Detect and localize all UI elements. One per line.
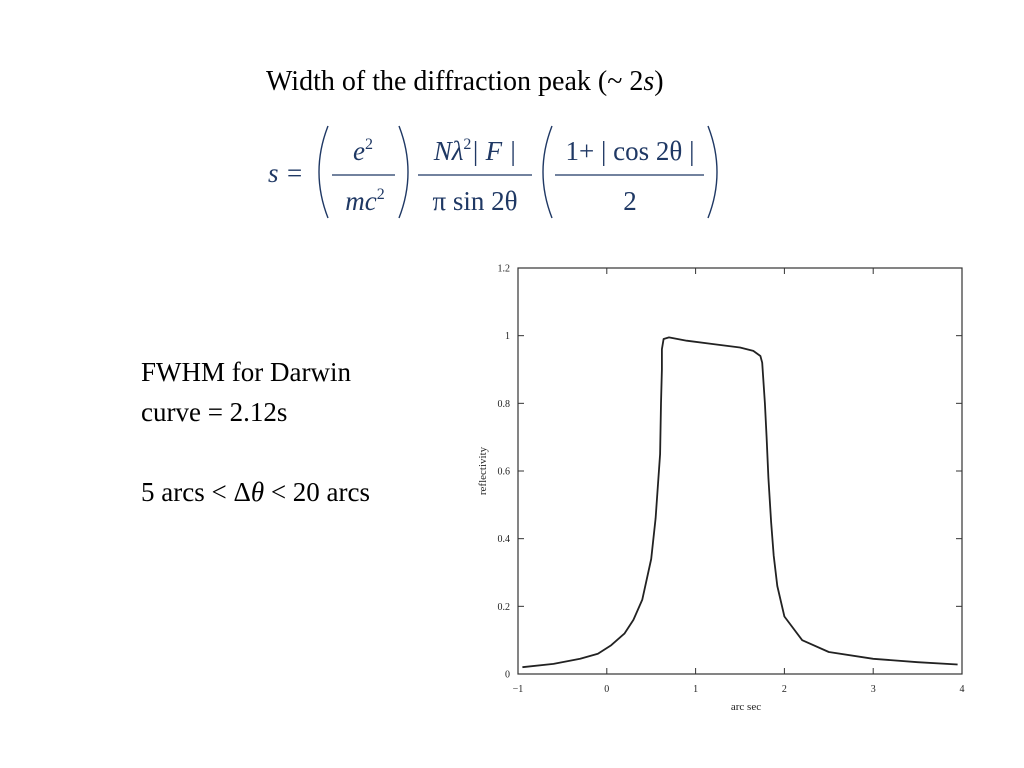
x-tick-label: 1 — [693, 684, 698, 695]
y-axis-label: reflectivity — [477, 446, 489, 495]
width-formula: s = e2 mc2 Nλ2| F | π sin 2θ 1+ | cos 2θ… — [268, 125, 718, 219]
denominator-mc-exponent: 2 — [377, 186, 385, 203]
x-tick-label: 2 — [782, 684, 787, 695]
fraction-3-numerator: 1+ | cos 2θ | — [566, 136, 695, 166]
plot-frame — [517, 267, 963, 675]
x-tick-label: −1 — [513, 684, 524, 695]
slide-title: Width of the diffraction peak (~ 2s) — [266, 64, 664, 100]
paren-1-left — [318, 125, 329, 219]
notes: FWHM for Darwin curve = 2.12s 5 arcs < Δ… — [141, 352, 370, 512]
x-tick-label: 3 — [871, 684, 876, 695]
paren-2-right — [707, 125, 718, 219]
fraction-2-denominator: π sin 2θ — [432, 186, 517, 216]
angle-range-right: < 20 arcs — [270, 477, 371, 507]
fwhm-line-2: curve = 2.12s — [141, 397, 288, 427]
lambda-exponent: 2 — [463, 136, 471, 153]
x-axis-ticks: −1 0 1 2 3 4 — [513, 268, 965, 695]
fraction-1-numerator: e2 — [353, 136, 373, 166]
y-tick-label: 0.8 — [498, 399, 511, 410]
fraction-1-denominator: mc2 — [345, 186, 384, 216]
title-prefix: Width of the diffraction peak (~ 2 — [266, 66, 644, 97]
notes-spacer — [141, 432, 370, 472]
numerator-e-exponent: 2 — [365, 136, 373, 153]
y-tick-label: 1 — [505, 331, 510, 342]
x-tick-label: 0 — [604, 684, 609, 695]
angle-range: 5 arcs < Δθ < 20 arcs — [141, 472, 370, 512]
paren-1-right — [398, 125, 409, 219]
y-tick-label: 1.2 — [498, 264, 511, 275]
structure-factor-abs: | F | — [471, 136, 516, 166]
y-tick-label: 0 — [505, 670, 510, 681]
title-suffix: ) — [654, 66, 664, 97]
numerator-e: e — [353, 136, 365, 166]
angle-range-theta: θ — [250, 477, 265, 507]
fwhm-line-1: FWHM for Darwin — [141, 357, 351, 387]
fraction-3-denominator: 2 — [623, 186, 637, 216]
reflectivity-curve — [522, 336, 958, 669]
fraction-2-numerator: Nλ2| F | — [433, 136, 517, 166]
darwin-curve-plot: 00.20.40.60.811.2 −1 0 1 2 3 4 arc sec reflec… — [477, 264, 965, 714]
x-tick-label: 4 — [960, 684, 965, 695]
angle-range-left: 5 arcs < Δ — [141, 477, 251, 507]
denominator-mc: mc — [345, 186, 376, 216]
y-tick-label: 0.4 — [498, 534, 511, 545]
title-variable: s — [643, 66, 655, 97]
y-tick-label: 0.2 — [498, 602, 511, 613]
formula-lhs: s = — [268, 158, 303, 188]
paren-2-left — [542, 125, 553, 219]
y-tick-label: 0.6 — [498, 467, 511, 478]
x-axis-label: arc sec — [731, 701, 761, 713]
numerator-n-lambda: Nλ — [433, 136, 464, 166]
y-axis-ticks: 0 0.2 0.4 0.6 0.8 1 1.2 — [498, 264, 962, 681]
series-group — [522, 336, 958, 669]
